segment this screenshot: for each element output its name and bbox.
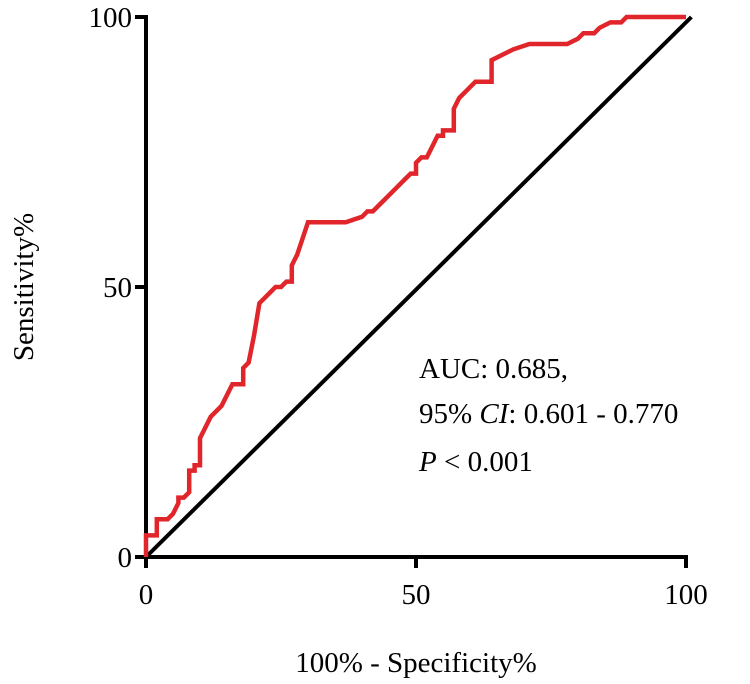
x-tick-label: 100 bbox=[664, 579, 708, 611]
y-tick-label: 100 bbox=[89, 2, 133, 34]
reference-diagonal-line bbox=[144, 15, 693, 559]
y-tick-label: 50 bbox=[103, 272, 132, 304]
roc-curve-line bbox=[143, 14, 686, 557]
auc-annotation: AUC: 0.685, bbox=[419, 353, 568, 385]
ticks: 0 50 100 0 50 100 bbox=[89, 2, 708, 611]
ci-prefix: 95% bbox=[419, 398, 479, 430]
p-value-annotation: P < 0.001 bbox=[418, 446, 533, 478]
ci-suffix: : 0.601 - 0.770 bbox=[508, 398, 678, 430]
x-tick-label: 0 bbox=[139, 579, 154, 611]
x-axis-label: 100% - Specificity% bbox=[295, 647, 537, 679]
ci-annotation: 95% CI: 0.601 - 0.770 bbox=[419, 398, 678, 430]
ci-italic: CI bbox=[479, 398, 509, 430]
series-group bbox=[143, 14, 693, 559]
y-axis-label: Sensitivity% bbox=[8, 213, 40, 361]
p-suffix: < 0.001 bbox=[437, 446, 533, 478]
p-italic: P bbox=[418, 446, 437, 478]
x-tick-label: 50 bbox=[402, 579, 431, 611]
y-tick-label: 0 bbox=[118, 542, 133, 574]
